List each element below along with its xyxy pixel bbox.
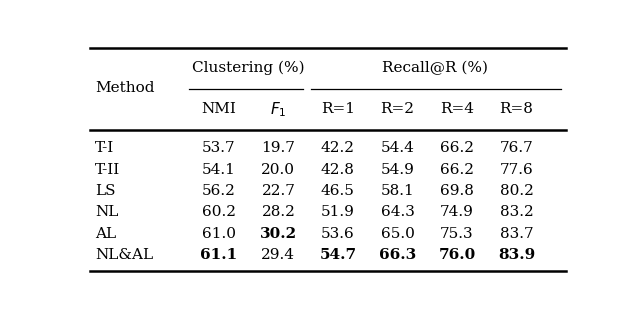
Text: 64.3: 64.3 (381, 205, 414, 219)
Text: 54.4: 54.4 (381, 141, 414, 155)
Text: NL&AL: NL&AL (95, 248, 153, 262)
Text: 75.3: 75.3 (440, 226, 474, 241)
Text: 83.2: 83.2 (500, 205, 533, 219)
Text: NL: NL (95, 205, 118, 219)
Text: 65.0: 65.0 (381, 226, 414, 241)
Text: 80.2: 80.2 (500, 184, 533, 198)
Text: Recall@R (%): Recall@R (%) (381, 61, 488, 75)
Text: 54.9: 54.9 (381, 163, 414, 176)
Text: 53.7: 53.7 (202, 141, 236, 155)
Text: Method: Method (95, 81, 154, 94)
Text: 58.1: 58.1 (381, 184, 414, 198)
Text: 20.0: 20.0 (261, 163, 296, 176)
Text: 76.0: 76.0 (438, 248, 476, 262)
Text: 51.9: 51.9 (321, 205, 355, 219)
Text: AL: AL (95, 226, 116, 241)
Text: $F_1$: $F_1$ (270, 100, 287, 119)
Text: 66.2: 66.2 (440, 141, 474, 155)
Text: 54.1: 54.1 (202, 163, 236, 176)
Text: 83.9: 83.9 (498, 248, 535, 262)
Text: R=8: R=8 (500, 102, 533, 116)
Text: 60.2: 60.2 (202, 205, 236, 219)
Text: 83.7: 83.7 (500, 226, 533, 241)
Text: 61.1: 61.1 (200, 248, 237, 262)
Text: R=4: R=4 (440, 102, 474, 116)
Text: 66.3: 66.3 (379, 248, 416, 262)
Text: 28.2: 28.2 (262, 205, 295, 219)
Text: 19.7: 19.7 (262, 141, 295, 155)
Text: R=2: R=2 (380, 102, 415, 116)
Text: 74.9: 74.9 (440, 205, 474, 219)
Text: 30.2: 30.2 (260, 226, 297, 241)
Text: 22.7: 22.7 (262, 184, 295, 198)
Text: 76.7: 76.7 (500, 141, 533, 155)
Text: T-I: T-I (95, 141, 114, 155)
Text: T-II: T-II (95, 163, 120, 176)
Text: R=1: R=1 (321, 102, 355, 116)
Text: 42.2: 42.2 (321, 141, 355, 155)
Text: 69.8: 69.8 (440, 184, 474, 198)
Text: 29.4: 29.4 (261, 248, 296, 262)
Text: 61.0: 61.0 (202, 226, 236, 241)
Text: NMI: NMI (202, 102, 236, 116)
Text: 53.6: 53.6 (321, 226, 355, 241)
Text: LS: LS (95, 184, 115, 198)
Text: 42.8: 42.8 (321, 163, 355, 176)
Text: 66.2: 66.2 (440, 163, 474, 176)
Text: Clustering (%): Clustering (%) (193, 61, 305, 75)
Text: 54.7: 54.7 (319, 248, 356, 262)
Text: 56.2: 56.2 (202, 184, 236, 198)
Text: 77.6: 77.6 (500, 163, 533, 176)
Text: 46.5: 46.5 (321, 184, 355, 198)
